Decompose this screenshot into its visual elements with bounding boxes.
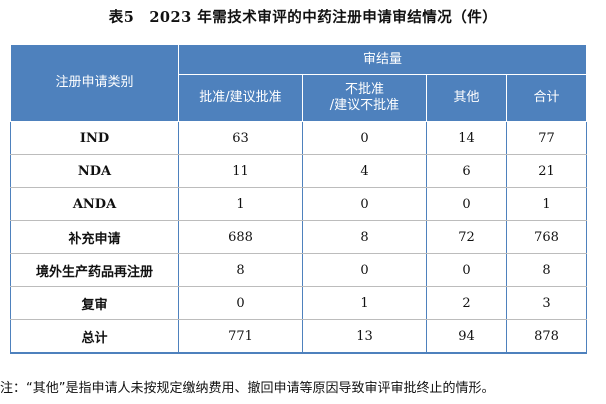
table-row: NDA 11 4 6 21 [10,154,588,188]
cell-approved: 771 [178,319,303,354]
column-header-approved: 批准/建议批准 [178,74,303,122]
row-category: 复审 [10,286,179,320]
table-row: 补充申请 688 8 72 768 [10,220,588,254]
cell-not-approved: 4 [302,154,427,188]
table-row: 境外生产药品再注册 8 0 0 8 [10,253,588,287]
row-category: 境外生产药品再注册 [10,253,179,287]
cell-total: 77 [505,121,588,155]
row-category: 总计 [10,319,179,354]
cell-other: 0 [426,187,507,221]
footnote: 注：“其他”是指申请人未按规定缴纳费用、撤回申请等原因导致审评审批终止的情形。 [0,381,495,396]
cell-approved: 8 [178,253,303,287]
row-category: IND [10,121,179,155]
cell-other: 2 [426,286,507,320]
row-category: 补充申请 [10,220,179,254]
column-header-other: 其他 [426,74,507,122]
cell-total: 8 [505,253,588,287]
cell-not-approved: 0 [302,121,427,155]
review-stats-table: 注册申请类别 审结量 批准/建议批准 不批准 /建议不批准 其他 合计 IND … [10,44,588,354]
cell-not-approved: 1 [302,286,427,320]
cell-total: 21 [505,154,588,188]
row-category: ANDA [10,187,179,221]
cell-total: 3 [505,286,588,320]
table-row: ANDA 1 0 0 1 [10,187,588,221]
table-title: 表5 2023 年需技术审评的中药注册申请审结情况（件） [108,9,498,26]
cell-approved: 63 [178,121,303,155]
cell-other: 72 [426,220,507,254]
cell-approved: 688 [178,220,303,254]
cell-not-approved: 0 [302,187,427,221]
cell-not-approved: 0 [302,253,427,287]
cell-other: 0 [426,253,507,287]
cell-other: 14 [426,121,507,155]
row-category: NDA [10,154,179,188]
cell-total: 878 [505,319,588,354]
cell-other: 6 [426,154,507,188]
cell-approved: 1 [178,187,303,221]
cell-other: 94 [426,319,507,354]
review-volume-group-header: 审结量 [177,44,588,75]
table-row-total: 总计 771 13 94 878 [10,319,588,354]
cell-not-approved: 8 [302,220,427,254]
cell-total: 768 [505,220,588,254]
cell-approved: 11 [178,154,303,188]
column-header-not-approved: 不批准 /建议不批准 [302,74,427,122]
cell-approved: 0 [178,286,303,320]
table-row: 复审 0 1 2 3 [10,286,588,320]
cell-not-approved: 13 [302,319,427,354]
column-header-total: 合计 [505,74,588,122]
category-column-header: 注册申请类别 [10,44,179,122]
table-row: IND 63 0 14 77 [10,121,588,155]
cell-total: 1 [505,187,588,221]
